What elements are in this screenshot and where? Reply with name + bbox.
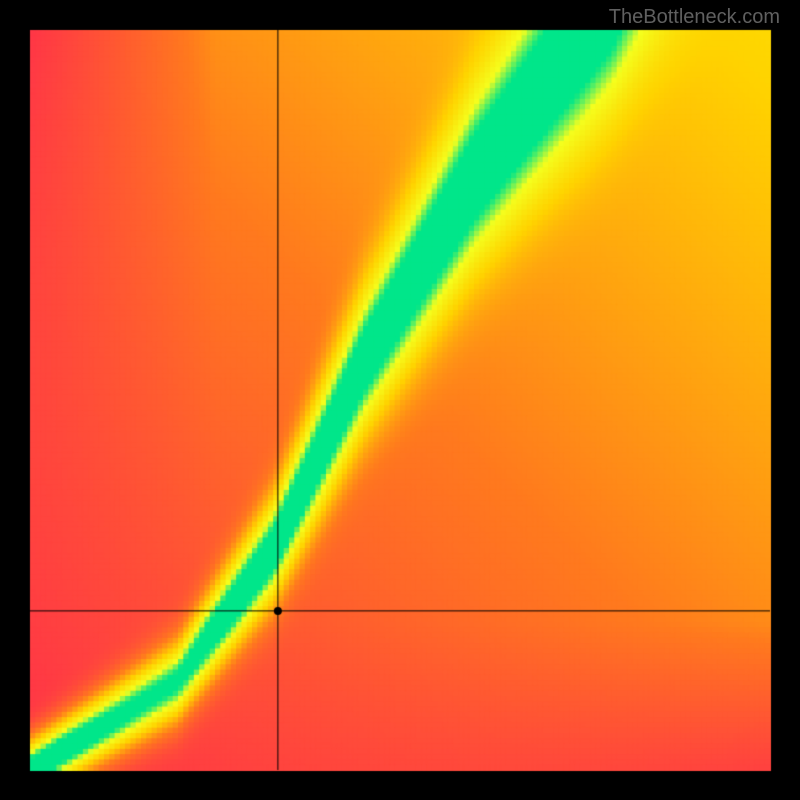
chart-container: TheBottleneck.com <box>0 0 800 800</box>
watermark-text: TheBottleneck.com <box>609 6 780 29</box>
bottleneck-heatmap <box>0 0 800 800</box>
